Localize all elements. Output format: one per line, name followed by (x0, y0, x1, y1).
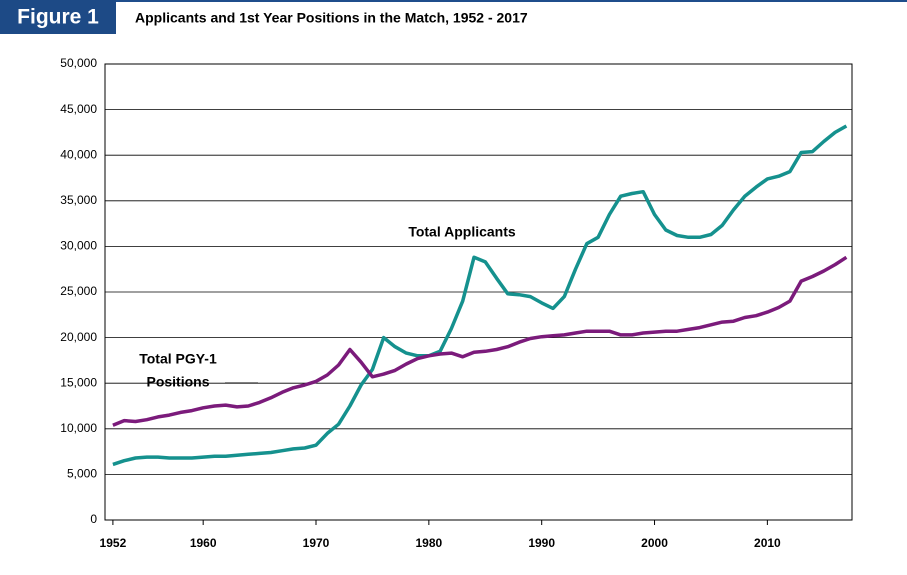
y-tick-label: 50,000 (60, 56, 97, 70)
annotation: Total Applicants (408, 224, 516, 240)
annotation: Positions (146, 374, 209, 390)
y-tick-label: 30,000 (60, 239, 97, 253)
y-tick-label: 0 (90, 512, 97, 526)
chart-title: Applicants and 1st Year Positions in the… (135, 10, 528, 26)
x-tick-label: 1960 (190, 536, 217, 550)
x-tick-label: 1970 (303, 536, 330, 550)
figure-label-box (0, 0, 116, 34)
y-tick-label: 20,000 (60, 330, 97, 344)
y-tick-label: 25,000 (60, 284, 97, 298)
plot-area: 0 5,000 10,000 15,000 20,000 25,000 30,000 35,0… (60, 56, 853, 550)
series-line (112, 255, 848, 427)
x-tick-label: 1952 (100, 536, 127, 550)
x-tick-label: 1980 (415, 536, 442, 550)
y-tick-label: 45,000 (60, 102, 97, 116)
x-tick-label: 1990 (528, 536, 555, 550)
x-tick-label: 2010 (754, 536, 781, 550)
y-tick-label: 40,000 (60, 147, 97, 161)
figure-label: Figure 1 (17, 6, 99, 29)
y-tick-label: 35,000 (60, 193, 97, 207)
y-tick-label: 5,000 (67, 467, 97, 481)
plot-frame (104, 63, 853, 521)
x-tick-label: 2000 (641, 536, 668, 550)
y-tick-label: 10,000 (60, 421, 97, 435)
annotation: Total PGY-1 (139, 351, 217, 367)
y-tick-label: 15,000 (60, 375, 97, 389)
series-line (112, 124, 848, 467)
